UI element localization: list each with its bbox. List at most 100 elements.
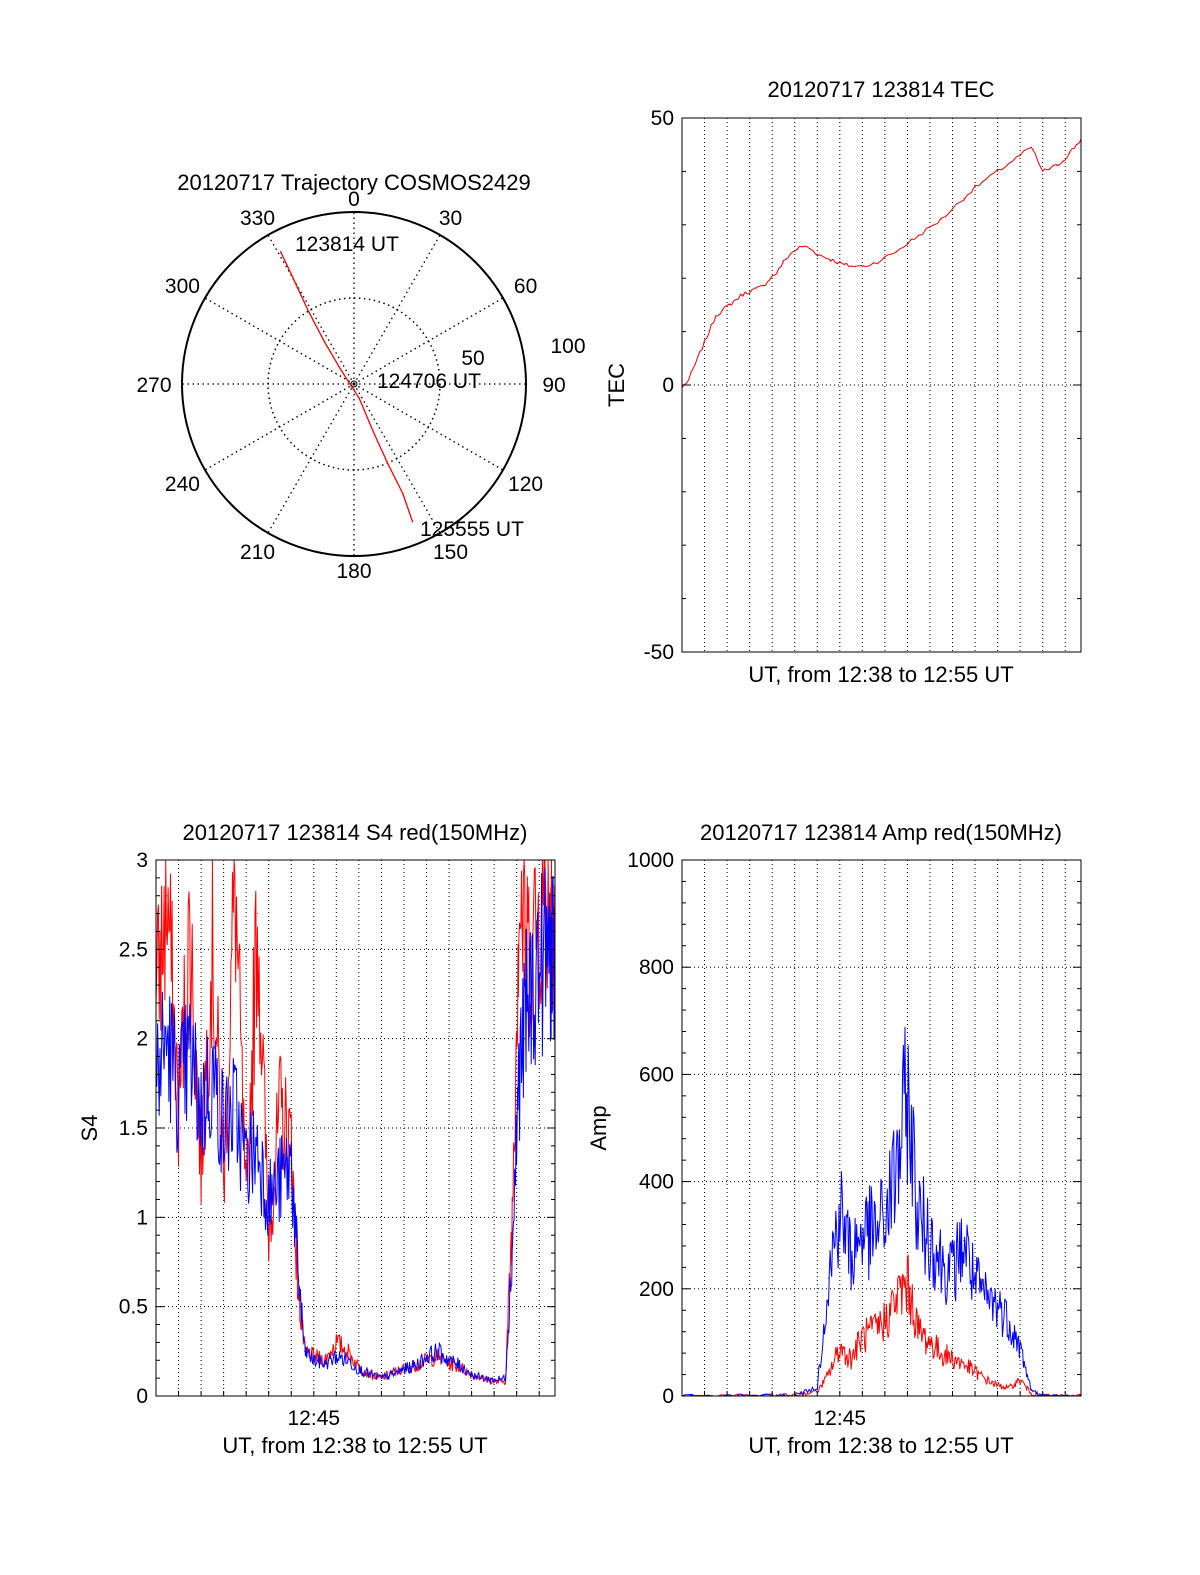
- s4-blue-point: [482, 1377, 484, 1379]
- s4-red-point: [223, 1181, 225, 1183]
- amp-blue-point: [828, 1277, 830, 1279]
- s4-blue-point: [268, 1198, 270, 1200]
- polar-grid: [181, 211, 527, 557]
- polar-radial-label-100: 100: [550, 335, 585, 358]
- s4-y-ticks: 0 0.5 1 1.5 2 2.5 3: [119, 849, 555, 1408]
- s4-red-point: [279, 1109, 281, 1111]
- s4-blue-point: [403, 1368, 405, 1370]
- tec-red-point: [1019, 154, 1021, 156]
- s4-blue-point: [279, 1181, 281, 1183]
- polar-spoke: [204, 383, 355, 471]
- polar-spoke: [267, 383, 355, 534]
- tec-red-point: [1055, 165, 1057, 167]
- s4-title: 20120717 123814 S4 red(150MHz): [183, 820, 528, 845]
- s4-blue-point: [518, 1073, 520, 1075]
- amp-ytick-label: 200: [639, 1278, 674, 1301]
- s4-chart: 20120717 123814 S4 red(150MHz) 0 0.5 1 1.5 2…: [77, 820, 556, 1458]
- amp-red-line: [682, 1254, 1081, 1397]
- amp-x-ticks: 12:45: [704, 1391, 1066, 1430]
- amp-red-point: [873, 1331, 875, 1333]
- tec-title: 20120717 123814 TEC: [767, 77, 994, 102]
- polar-angle-label: 150: [433, 541, 468, 564]
- amp-blue-point: [873, 1234, 875, 1236]
- polar-radial-label-50: 50: [461, 347, 484, 370]
- tec-red-point: [940, 218, 942, 220]
- tec-red-point: [1062, 160, 1064, 162]
- polar-angle-label: 0: [348, 188, 360, 211]
- s4-red-point: [518, 895, 520, 897]
- s4-blue-point: [245, 1163, 247, 1165]
- tec-red-point: [1042, 170, 1044, 172]
- s4-red-point: [448, 1363, 450, 1365]
- tec-red-point: [749, 291, 751, 293]
- amp-blue-point: [884, 1218, 886, 1220]
- tec-red-point: [884, 257, 886, 259]
- tec-series: [681, 138, 1082, 389]
- polar-angle-label: 300: [165, 275, 200, 298]
- amp-blue-point: [963, 1240, 965, 1242]
- tec-red-point: [861, 265, 863, 267]
- amp-blue-point: [940, 1261, 942, 1263]
- amp-series: [681, 1026, 1082, 1397]
- s4-red-point: [189, 930, 191, 932]
- polar-angle-labels: 0 30 60 90 120 150 180 210 240 270 300 330: [136, 188, 565, 583]
- trajectory-end-label: 125555 UT: [420, 518, 524, 541]
- s4-blue-point: [459, 1365, 461, 1367]
- s4-blue-point: [380, 1377, 382, 1379]
- polar-angle-label: 270: [136, 374, 171, 397]
- tec-ytick-label: 50: [651, 107, 674, 130]
- amp-red-point: [918, 1331, 920, 1333]
- s4-ytick-label: 2.5: [119, 938, 148, 961]
- trajectory-polar-chart: 20120717 Trajectory COSMOS2429 0 30 60 90 12…: [136, 170, 585, 583]
- polar-trajectory-point: [411, 521, 414, 523]
- s4-blue-point: [414, 1365, 416, 1367]
- polar-trajectory-point: [323, 341, 326, 343]
- polar-spoke: [353, 234, 441, 385]
- s4-blue-point: [448, 1359, 450, 1361]
- tec-red-point: [895, 251, 897, 252]
- s4-red-point: [211, 948, 213, 950]
- tec-red-point: [1008, 162, 1010, 164]
- trajectory-start-label: 123814 UT: [295, 233, 399, 256]
- polar-spoke: [267, 234, 355, 385]
- tec-red-point: [963, 197, 965, 199]
- polar-angle-label: 330: [240, 207, 275, 230]
- tec-plot-frame: [681, 117, 1082, 653]
- polar-trajectory-point: [402, 493, 404, 495]
- amp-ylabel: Amp: [586, 1105, 611, 1150]
- tec-red-point: [918, 234, 920, 236]
- amp-ytick-label: 0: [662, 1385, 674, 1408]
- s4-blue-point: [369, 1374, 371, 1376]
- amp-blue-point: [918, 1218, 920, 1220]
- tec-red-point: [823, 256, 825, 258]
- s4-blue-point: [358, 1368, 360, 1370]
- amp-ytick-label: 1000: [627, 849, 674, 872]
- amp-red-point: [997, 1384, 999, 1386]
- s4-red-point: [245, 1216, 247, 1218]
- s4-red-point: [268, 1234, 270, 1236]
- s4-xlabel: UT, from 12:38 to 12:55 UT: [222, 1433, 487, 1458]
- tec-red-point: [873, 262, 875, 264]
- tec-red-point: [776, 272, 778, 274]
- amp-blue-point: [952, 1272, 954, 1274]
- s4-blue-line: [155, 867, 556, 1385]
- s4-grid: [156, 860, 555, 1396]
- s4-blue-point: [234, 1109, 236, 1111]
- tec-ytick-label: 0: [662, 374, 674, 397]
- amp-red-point: [940, 1352, 942, 1354]
- amp-red-point: [963, 1363, 965, 1365]
- polar-trajectory-point: [358, 397, 360, 400]
- polar-angle-label: 180: [336, 560, 371, 583]
- amp-xtick-label: 12:45: [814, 1407, 867, 1430]
- s4-blue-point: [527, 1002, 529, 1004]
- polar-angle-label: 90: [542, 374, 565, 397]
- tec-red-point: [728, 304, 730, 306]
- tec-red-point: [985, 178, 987, 180]
- s4-red-point: [200, 1163, 202, 1165]
- amp-blue-point: [1030, 1390, 1032, 1392]
- polar-trajectory-point: [387, 462, 389, 464]
- s4-blue-point: [504, 1377, 506, 1379]
- s4-red-point: [166, 895, 168, 897]
- tec-red-point: [796, 248, 798, 250]
